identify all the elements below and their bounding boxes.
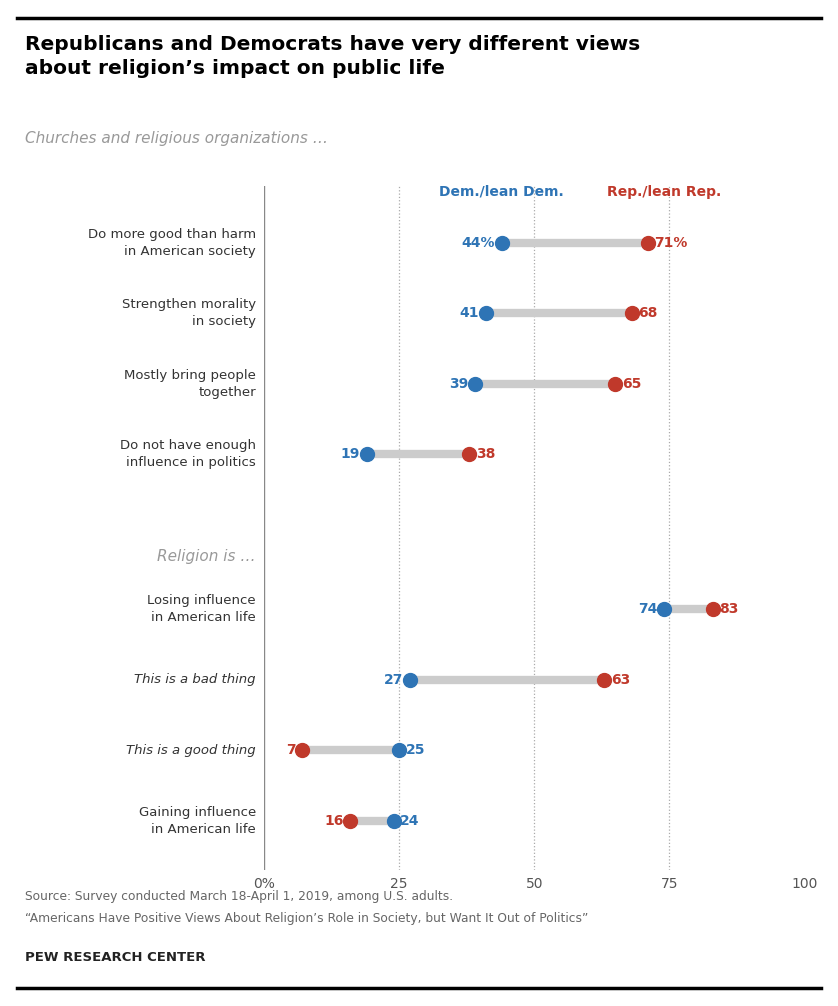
Text: Gaining influence
in American life: Gaining influence in American life [138, 806, 256, 836]
Text: 39: 39 [449, 376, 468, 390]
Text: 65: 65 [622, 376, 641, 390]
Text: Religion is …: Religion is … [158, 549, 256, 563]
Point [392, 742, 406, 759]
Text: 63: 63 [611, 673, 630, 687]
Point [387, 813, 401, 829]
Text: 71%: 71% [654, 235, 688, 249]
Point [360, 446, 374, 462]
Text: 7: 7 [286, 743, 295, 758]
Point [344, 813, 357, 829]
Point [706, 602, 719, 618]
Point [625, 305, 639, 321]
Text: Strengthen morality
in society: Strengthen morality in society [122, 298, 256, 328]
Text: Republicans and Democrats have very different views
about religion’s impact on p: Republicans and Democrats have very diff… [25, 35, 640, 77]
Text: Losing influence
in American life: Losing influence in American life [147, 595, 256, 625]
Point [641, 234, 654, 250]
Text: 44%: 44% [462, 235, 495, 249]
Point [608, 375, 622, 391]
Text: Mostly bring people
together: Mostly bring people together [124, 368, 256, 398]
Point [495, 234, 509, 250]
Point [478, 305, 492, 321]
Text: 16: 16 [324, 814, 344, 828]
Text: 25: 25 [406, 743, 425, 758]
Point [657, 602, 670, 618]
Text: Do more good than harm
in American society: Do more good than harm in American socie… [88, 227, 256, 258]
Text: 27: 27 [384, 673, 403, 687]
Point [597, 672, 611, 688]
Text: Dem./lean Dem.: Dem./lean Dem. [439, 185, 564, 199]
Text: Do not have enough
influence in politics: Do not have enough influence in politics [120, 439, 256, 469]
Point [295, 742, 308, 759]
Text: This is a good thing: This is a good thing [127, 743, 256, 757]
Point [403, 672, 416, 688]
Text: “Americans Have Positive Views About Religion’s Role in Society, but Want It Out: “Americans Have Positive Views About Rel… [25, 912, 588, 926]
Point [463, 446, 476, 462]
Text: This is a bad thing: This is a bad thing [134, 673, 256, 686]
Text: PEW RESEARCH CENTER: PEW RESEARCH CENTER [25, 951, 205, 964]
Text: Churches and religious organizations …: Churches and religious organizations … [25, 131, 328, 146]
Text: Rep./lean Rep.: Rep./lean Rep. [607, 185, 721, 199]
Text: Source: Survey conducted March 18-April 1, 2019, among U.S. adults.: Source: Survey conducted March 18-April … [25, 890, 453, 903]
Text: 38: 38 [476, 447, 495, 461]
Text: 83: 83 [719, 603, 738, 617]
Point [468, 375, 482, 391]
Text: 19: 19 [341, 447, 360, 461]
Text: 74: 74 [638, 603, 658, 617]
Text: 41: 41 [459, 306, 479, 320]
Text: 68: 68 [638, 306, 657, 320]
Text: 24: 24 [401, 814, 420, 828]
